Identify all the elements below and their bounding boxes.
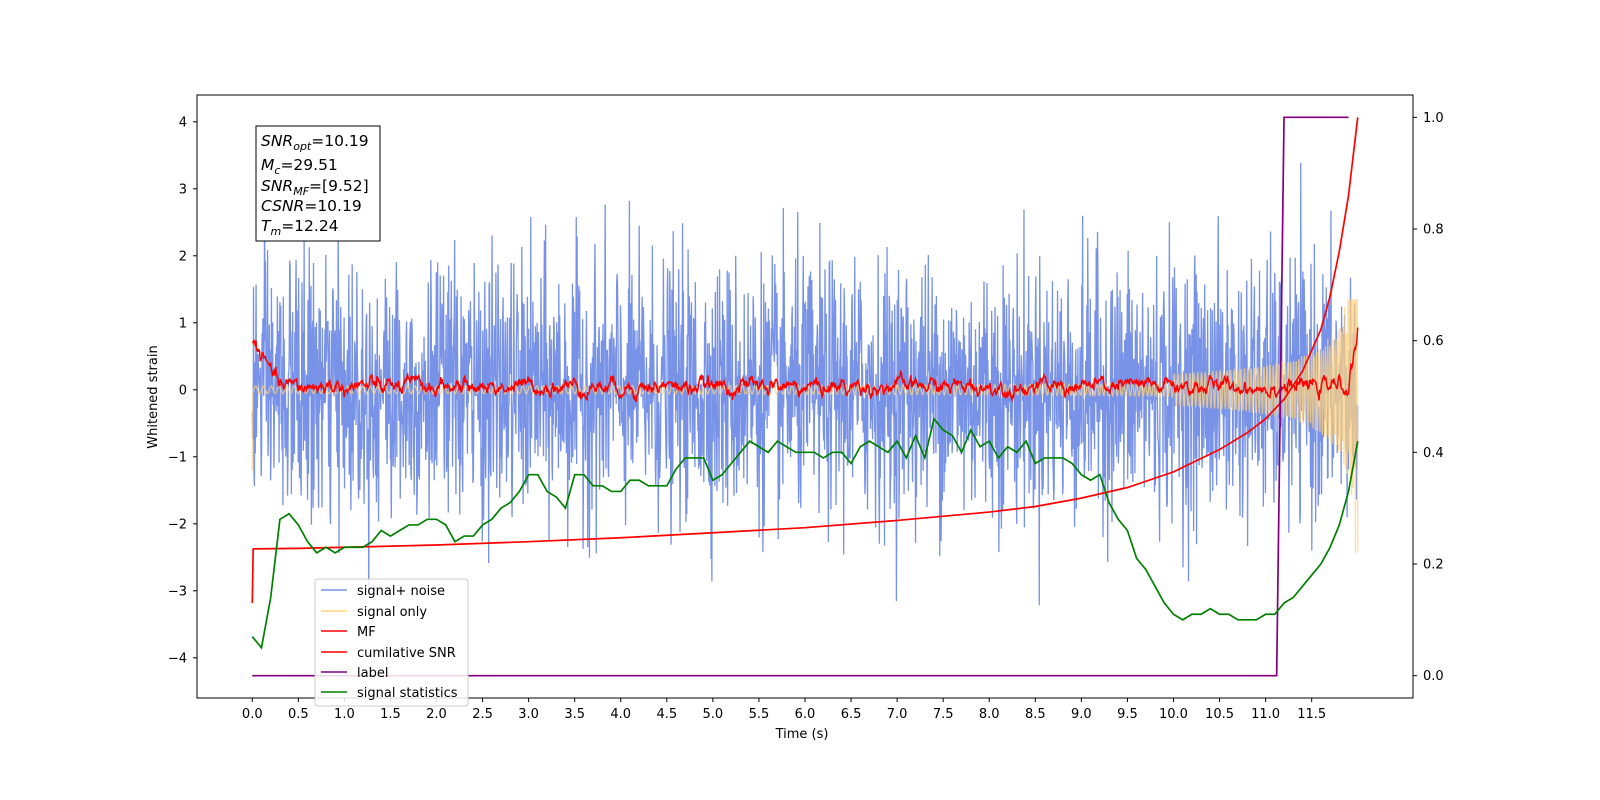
stats-csnr: CSNR=10.19 bbox=[261, 197, 362, 215]
x-axis: 0.0 0.5 1.0 1.5 2.0 2.5 3.0 3.5 4.0 4.5 5.0 5.5 6.0 6… bbox=[242, 698, 1326, 722]
x-tick-label: 6.0 bbox=[795, 707, 816, 722]
svg-text:label: label bbox=[357, 666, 388, 681]
legend-item-cumulative-snr: cumilative SNR bbox=[321, 646, 456, 661]
y-tick-label: −3 bbox=[168, 584, 187, 599]
x-tick-label: 7.5 bbox=[933, 707, 954, 722]
svg-text:cumilative SNR: cumilative SNR bbox=[357, 646, 456, 661]
y-tick-label: 1 bbox=[179, 316, 187, 331]
x-tick-label: 0.0 bbox=[242, 707, 263, 722]
legend-item-mf: MF bbox=[321, 625, 376, 640]
y-tick-label: 2 bbox=[179, 249, 187, 264]
svg-text:signal only: signal only bbox=[357, 605, 427, 620]
x-tick-label: 8.5 bbox=[1025, 707, 1046, 722]
x-tick-label: 9.5 bbox=[1117, 707, 1138, 722]
x-tick-label: 4.5 bbox=[656, 707, 677, 722]
y2-tick-label: 0.4 bbox=[1423, 446, 1444, 461]
series-mf bbox=[251, 327, 1359, 403]
y2-tick-label: 0.0 bbox=[1423, 669, 1444, 684]
y-tick-label: −4 bbox=[168, 651, 187, 666]
x-tick-label: 6.5 bbox=[841, 707, 862, 722]
legend-item-signal-statistics: signal statistics bbox=[321, 686, 458, 701]
x-tick-label: 5.5 bbox=[749, 707, 770, 722]
x-tick-label: 4.0 bbox=[610, 707, 631, 722]
x-tick-label: 10.5 bbox=[1205, 707, 1234, 722]
y-axis-right: 1.0 0.8 0.6 0.4 0.2 0.0 bbox=[1413, 111, 1444, 684]
series-signal-noise bbox=[251, 162, 1359, 606]
x-tick-label: 7.0 bbox=[887, 707, 908, 722]
x-tick-label: 2.5 bbox=[472, 707, 493, 722]
x-tick-label: 3.0 bbox=[518, 707, 539, 722]
y-tick-label: 3 bbox=[179, 182, 187, 197]
x-tick-label: 10.0 bbox=[1159, 707, 1188, 722]
y-tick-label: 0 bbox=[179, 383, 187, 398]
x-tick-label: 8.0 bbox=[979, 707, 1000, 722]
y-tick-label: 4 bbox=[179, 115, 187, 130]
svg-text:MF: MF bbox=[357, 625, 376, 640]
stats-box: SNRopt=10.19 Mc=29.51 SNRMF=[9.52] CSNR=… bbox=[255, 125, 381, 242]
legend: signal+ noise signal only MF cumilative … bbox=[314, 578, 469, 707]
legend-item-signal-only: signal only bbox=[321, 605, 427, 620]
stats-snr-mf: SNRMF=[9.52] bbox=[261, 177, 369, 198]
plot-area bbox=[251, 116, 1359, 677]
y-tick-label: −1 bbox=[168, 450, 187, 465]
y-tick-label: −2 bbox=[168, 517, 187, 532]
y2-tick-label: 0.2 bbox=[1423, 558, 1444, 573]
stats-snr-opt: SNRopt=10.19 bbox=[261, 132, 369, 153]
y-axis-left: 4 3 2 1 0 −1 −2 −3 −4 bbox=[168, 115, 197, 666]
svg-text:signal+ noise: signal+ noise bbox=[357, 584, 445, 599]
x-tick-label: 11.0 bbox=[1251, 707, 1280, 722]
x-tick-label: 1.0 bbox=[334, 707, 355, 722]
series-signal-statistics bbox=[251, 416, 1359, 650]
y2-tick-label: 1.0 bbox=[1423, 111, 1444, 126]
svg-text:signal statistics: signal statistics bbox=[357, 686, 458, 701]
legend-item-label: label bbox=[321, 666, 388, 681]
x-tick-label: 5.0 bbox=[703, 707, 724, 722]
series-label bbox=[252, 116, 1349, 677]
stats-tm: Tm=12.24 bbox=[261, 217, 339, 238]
x-tick-label: 11.5 bbox=[1297, 707, 1326, 722]
legend-item-signal-noise: signal+ noise bbox=[321, 584, 445, 599]
x-tick-label: 9.0 bbox=[1071, 707, 1092, 722]
series-cumilative-snr bbox=[251, 117, 1359, 604]
x-tick-label: 0.5 bbox=[288, 707, 309, 722]
stats-mc: Mc=29.51 bbox=[261, 156, 338, 177]
x-axis-label: Time (s) bbox=[775, 727, 829, 742]
x-tick-label: 3.5 bbox=[564, 707, 585, 722]
x-tick-label: 2.0 bbox=[426, 707, 447, 722]
y-axis-label: Whitened strain bbox=[146, 345, 161, 448]
x-tick-label: 1.5 bbox=[380, 707, 401, 722]
y2-tick-label: 0.6 bbox=[1423, 334, 1444, 349]
y2-tick-label: 0.8 bbox=[1423, 223, 1444, 238]
